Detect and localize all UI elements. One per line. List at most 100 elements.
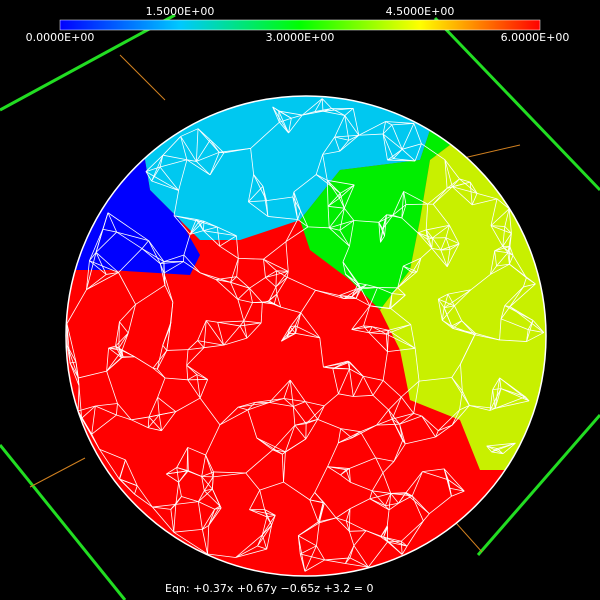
mesh-edge	[334, 136, 349, 141]
mesh-edge	[339, 134, 360, 152]
mesh-edge	[425, 229, 433, 239]
mesh-edge	[285, 425, 296, 452]
mesh-edge	[99, 448, 120, 480]
mesh-edge	[397, 272, 413, 289]
mesh-edge	[369, 498, 390, 511]
mesh-edge	[163, 261, 184, 274]
mesh-edge	[265, 270, 277, 278]
mesh-edge	[249, 489, 261, 510]
mesh-edge	[166, 327, 171, 351]
mesh-edge	[95, 252, 119, 273]
mesh-edge	[352, 108, 360, 136]
mesh-edge	[214, 507, 222, 510]
mesh-edge	[293, 191, 299, 220]
mesh-edge	[432, 186, 453, 205]
mesh-edge	[387, 148, 403, 161]
mesh-edge	[350, 481, 373, 492]
mesh-edge	[215, 279, 231, 283]
mesh-edge	[260, 302, 263, 323]
mesh-edge	[349, 457, 376, 469]
mesh-edge	[431, 248, 448, 268]
mesh-edge	[219, 409, 249, 426]
mesh-edge	[276, 270, 289, 272]
mesh-edge	[459, 405, 470, 411]
mesh-edge	[201, 476, 213, 490]
mesh-edge	[247, 409, 258, 439]
mesh-edge	[397, 271, 418, 289]
mesh-edge	[451, 377, 470, 406]
mesh-edge	[440, 237, 447, 251]
mesh-edge	[375, 457, 384, 473]
mesh-edge	[300, 210, 309, 228]
mesh-edge	[421, 143, 446, 161]
mesh-edge	[388, 409, 400, 425]
mesh-edge	[324, 557, 350, 561]
mesh-edge	[500, 388, 530, 402]
mesh-edge	[292, 406, 296, 426]
mesh-edge	[264, 509, 276, 516]
mesh-edge	[305, 401, 325, 407]
mesh-edge	[376, 423, 400, 426]
mesh-edge	[451, 325, 475, 336]
mesh-edge	[272, 449, 283, 455]
mesh-edge	[120, 350, 123, 358]
mesh-edge	[340, 474, 351, 483]
mesh-edge	[423, 513, 430, 522]
mesh-edge	[470, 274, 491, 291]
mesh-edge	[207, 525, 210, 555]
mesh-edge	[405, 436, 436, 445]
mesh-edge	[445, 237, 460, 245]
mesh-edge	[353, 530, 367, 546]
mesh-edge	[115, 332, 129, 347]
mesh-edge	[297, 219, 309, 228]
mesh-edge	[454, 305, 463, 321]
mesh-edge	[86, 260, 90, 290]
mesh-edge	[205, 320, 225, 346]
mesh-edge	[203, 230, 220, 247]
mesh-edge	[265, 271, 289, 278]
mesh-edge	[499, 318, 502, 340]
mesh-edge	[417, 229, 427, 234]
mesh-edge	[249, 288, 253, 303]
mesh-edge	[337, 428, 342, 443]
mesh-edge	[327, 206, 330, 228]
mesh-edge	[199, 272, 231, 283]
mesh-edge	[387, 330, 389, 352]
mesh-edge	[440, 249, 448, 267]
mesh-edge	[285, 219, 298, 242]
mesh-edge	[323, 366, 350, 370]
mesh-edge	[148, 411, 176, 418]
mesh-edge	[383, 536, 408, 547]
mesh-edge	[281, 454, 284, 483]
mesh-edge	[230, 276, 237, 283]
mesh-edge	[349, 557, 369, 568]
mesh-edge	[257, 524, 272, 547]
mesh-edge	[400, 541, 403, 555]
mesh-edge	[371, 472, 384, 492]
mesh-edge	[328, 207, 345, 229]
mesh-edge	[486, 445, 492, 453]
mesh-edge	[451, 405, 470, 426]
mesh-edge	[338, 431, 361, 444]
mesh-edge	[213, 472, 246, 478]
mesh-edge	[197, 490, 205, 502]
mesh-edge	[309, 499, 319, 523]
mesh-edge	[180, 136, 197, 162]
mesh-edge	[294, 425, 307, 440]
mesh-edge	[414, 348, 420, 382]
mesh-edge	[504, 208, 510, 227]
mesh-edge	[444, 159, 460, 180]
mesh-edge	[317, 419, 341, 430]
mesh-edge	[275, 286, 278, 295]
mesh-edge	[331, 108, 345, 116]
mesh-edge	[243, 320, 262, 324]
mesh-edge	[376, 418, 393, 426]
mesh-edge	[398, 492, 407, 504]
mesh-edge	[322, 107, 354, 112]
mesh-edge	[163, 254, 185, 263]
mesh-edge	[314, 108, 332, 112]
mesh-edge	[384, 493, 392, 506]
mesh-edge	[382, 351, 388, 381]
mesh-edge	[504, 226, 512, 234]
mesh-edge	[282, 438, 307, 455]
